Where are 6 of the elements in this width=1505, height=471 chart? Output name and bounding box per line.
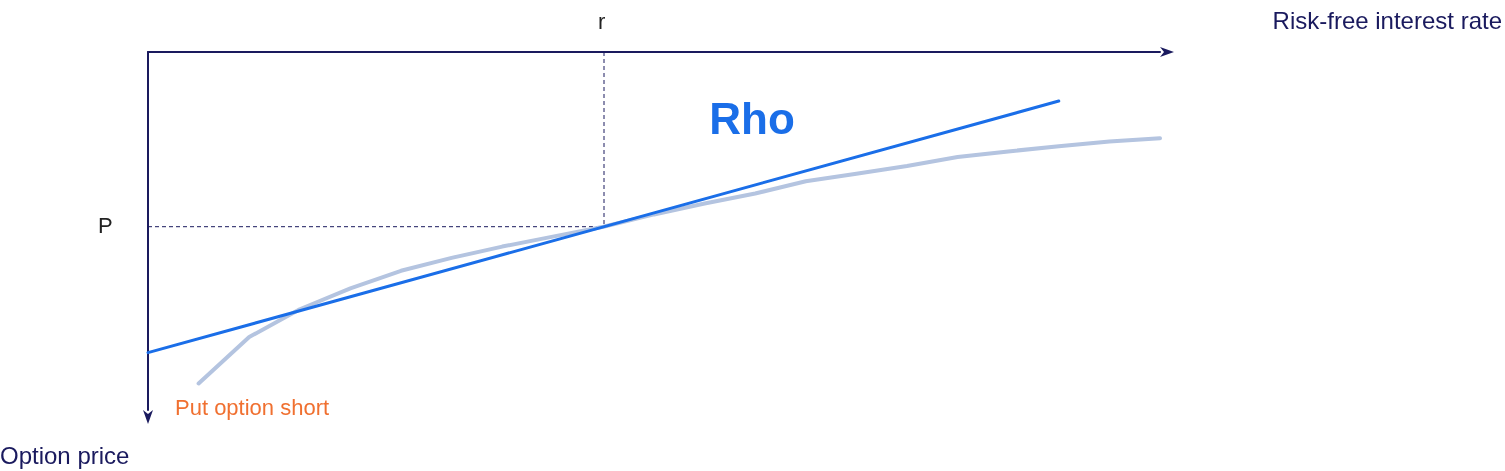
x-axis-title: Risk-free interest rate: [1272, 6, 1502, 34]
ref-line-label: P: [98, 213, 113, 239]
text: Put option short: [175, 394, 330, 420]
series-label: Rho: [709, 94, 795, 144]
y-axis-title: Option price: [0, 441, 130, 469]
text: r: [598, 8, 606, 34]
